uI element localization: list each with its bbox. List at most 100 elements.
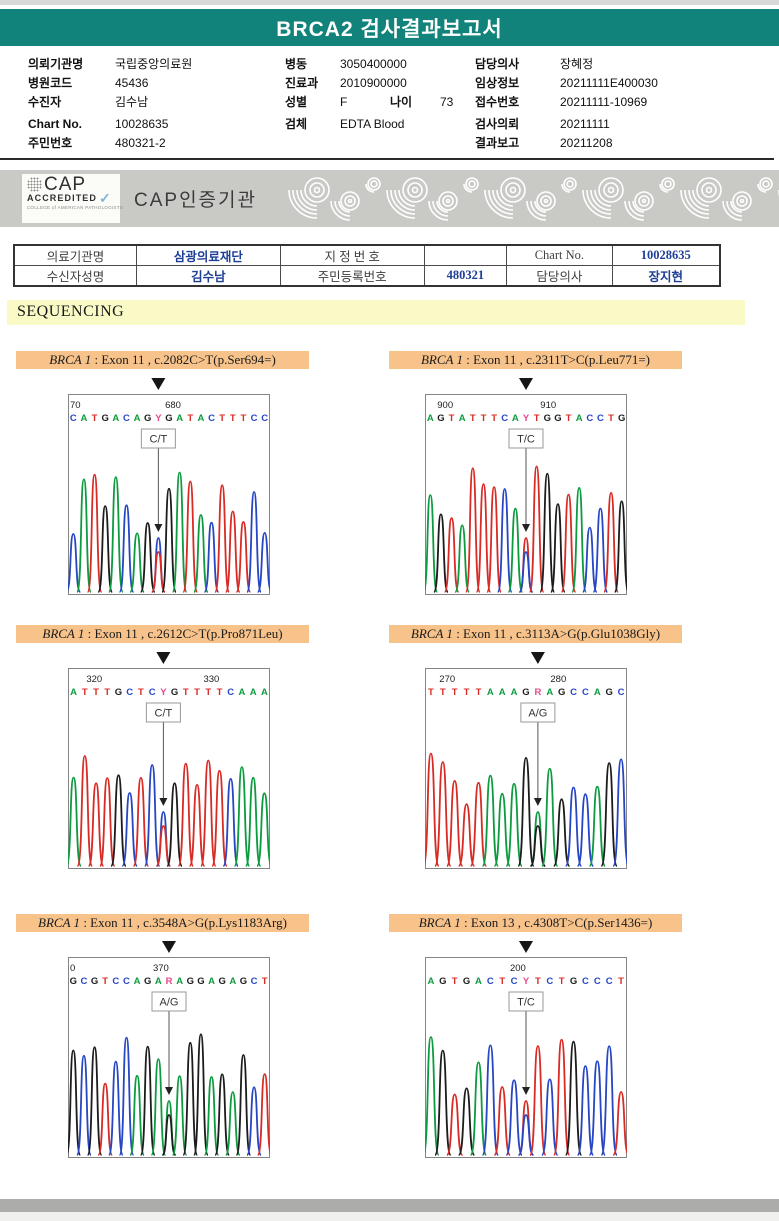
variant-pointer-icon <box>151 378 166 390</box>
variant-pointer-icon <box>162 941 176 953</box>
cap-wordmark: CAP <box>44 174 87 195</box>
base-letter: Y <box>523 413 530 424</box>
base-letter: T <box>449 413 455 424</box>
base-letter: A <box>459 413 466 424</box>
base-letter: G <box>197 976 204 987</box>
base-letter: C <box>126 687 133 698</box>
genotype-call-box <box>508 991 544 1012</box>
base-letter: T <box>566 413 572 424</box>
chromatogram-chart: 70 680 C A T G A C A G Y G A T A C T T T C C C/T <box>65 374 385 600</box>
trace-peak <box>517 756 535 867</box>
trace-peak <box>552 798 571 867</box>
position-tick: 70 <box>70 400 81 411</box>
chromatogram-chart: 0 370 G C G T C C A G A R A G G A G A G C T A/G <box>65 937 385 1163</box>
patient-info-row: 임상정보 20211111E400030 <box>475 74 779 93</box>
field-value: EDTA Blood <box>340 117 405 131</box>
trace-peak <box>188 783 206 867</box>
field-value: 480321-2 <box>115 136 166 150</box>
base-letter: A <box>208 976 215 987</box>
field-value: 10028635 <box>115 117 169 131</box>
patient-info-row: 성별 F 나이 73 <box>285 93 475 112</box>
field-label: 성별 <box>285 95 308 109</box>
variant-text: : Exon 11 , c.2082C>T(p.Ser694=) <box>91 352 276 367</box>
genotype-call-box <box>508 428 544 449</box>
base-letter: T <box>452 976 458 987</box>
base-letter: A <box>512 413 519 424</box>
base-letter: T <box>205 687 211 698</box>
base-letter: A <box>239 687 246 698</box>
base-letter: A <box>176 413 183 424</box>
field-label: 진료과 <box>285 76 319 90</box>
variant-pointer-icon <box>519 941 533 953</box>
trace-peak <box>481 1044 500 1156</box>
patient-info-row: Chart No. 10028635 <box>28 115 285 134</box>
base-letter: T <box>440 687 446 698</box>
cap-accredited-row: ACCREDITED ✓ <box>27 191 115 205</box>
chromatogram-chart: 900 910 A G T A T T T C A Y T G G T A C C T G T/C <box>422 374 758 600</box>
base-letter: C <box>618 687 625 698</box>
field-label: 의뢰기관명 <box>28 57 84 71</box>
base-letter: C <box>582 687 589 698</box>
field-value: 장혜정 <box>560 57 594 71</box>
field-value: 김수남 <box>115 95 149 109</box>
trace-peak <box>193 514 209 593</box>
patient-info-row: 의뢰기관명 국립중앙의료원 <box>28 55 285 74</box>
base-letter: A <box>134 413 141 424</box>
trace-peak <box>560 493 577 593</box>
base-letter: T <box>262 976 268 987</box>
chromatogram-panel: BRCA 1 : Exon 11 , c.2311T>C(p.Leu771=) 9… <box>385 351 758 600</box>
cap-accredited-logo: CAP ACCREDITED ✓ COLLEGE of AMERICAN PAT… <box>22 174 123 223</box>
base-letter: G <box>463 976 470 987</box>
trace-peak <box>600 762 618 867</box>
variant-label: BRCA 1 : Exon 13 , c.4308T>C(p.Ser1436=) <box>389 914 682 932</box>
trace-peak <box>446 779 464 867</box>
base-letter: C <box>582 976 589 987</box>
base-letter: T <box>464 687 470 698</box>
base-letter: A <box>261 687 268 698</box>
trace-peak <box>118 504 135 593</box>
trace-peak <box>564 1040 583 1156</box>
patient-info-row: 결과보고 20211208 <box>475 134 779 153</box>
position-tick: 320 <box>86 674 102 685</box>
cap-certified-label: CAP인증기관 <box>134 190 257 211</box>
trace-peak <box>612 758 630 867</box>
base-letter: G <box>70 976 77 987</box>
trace-peak <box>203 521 220 593</box>
table-row: 의료기관명 삼광의료재단 지 정 번 호 Chart No. 10028635 <box>13 244 721 266</box>
field-value: 20211111E400030 <box>560 76 658 90</box>
base-letter: G <box>522 687 529 698</box>
variant-text: : Exon 11 , c.3548A>G(p.Lys1183Arg) <box>80 915 287 930</box>
trace-peak <box>507 507 524 593</box>
trace-peak <box>99 777 116 867</box>
base-letter: G <box>218 976 225 987</box>
gene-name: BRCA 1 <box>38 915 81 930</box>
trace-peak <box>132 776 150 867</box>
trace-peak <box>475 483 492 593</box>
trace-peak <box>65 533 82 593</box>
field-value: 3050400000 <box>340 57 407 71</box>
variant-arrow-icon <box>533 798 542 806</box>
base-letter: T <box>92 413 98 424</box>
gene-name: BRCA 1 <box>410 626 453 641</box>
trace-peak <box>171 471 188 593</box>
report-title-bar: BRCA2 검사결과보고서 <box>0 9 779 46</box>
position-tick: 270 <box>439 674 455 685</box>
trace-peak <box>446 1093 464 1156</box>
trace-peak <box>161 1114 177 1156</box>
base-letter: C <box>606 976 613 987</box>
patient-info-row: 접수번호 20211111-10969 <box>475 93 779 112</box>
trace-peak <box>564 786 583 867</box>
trace-peak <box>97 505 114 593</box>
base-letter: C <box>208 413 215 424</box>
base-letter: G <box>558 687 565 698</box>
trace-peak <box>86 473 103 593</box>
table-value-cell <box>423 244 508 266</box>
report-title: BRCA2 검사결과보고서 <box>276 17 503 41</box>
field-label: Chart No. <box>28 117 82 131</box>
base-letter: Y <box>523 976 530 987</box>
base-letter: A <box>546 687 553 698</box>
